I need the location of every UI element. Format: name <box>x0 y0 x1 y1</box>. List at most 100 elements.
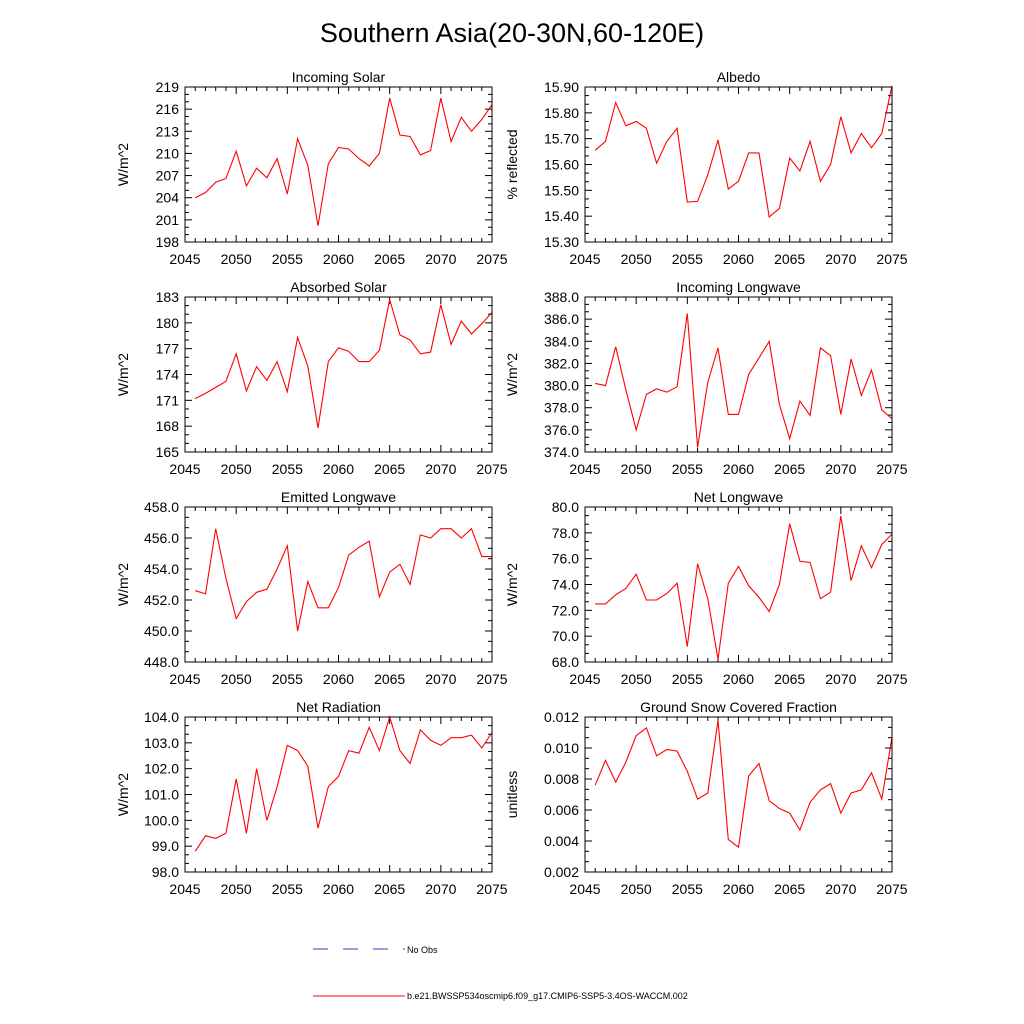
x-tick-label: 2045 <box>569 671 600 687</box>
x-tick-label: 2060 <box>323 461 354 477</box>
y-tick-label: 99.0 <box>152 838 179 854</box>
y-tick-label: 103.0 <box>144 735 179 751</box>
x-tick-label: 2075 <box>476 251 507 267</box>
y-tick-label: 380.0 <box>544 378 579 394</box>
panel-albedo: Albedo % reflected 15.30 15.40 15.50 15.60 15.… <box>504 69 908 267</box>
panel-incoming-solar: Incoming Solar W/m^2 198 201 204 207 210 213 216… <box>115 69 508 267</box>
panel-emitted-longwave: Emitted Longwave W/m^2 448.0 450.0 452.0 454.… <box>115 489 508 687</box>
x-tick-label: 2045 <box>569 881 600 897</box>
y-tick-label: 68.0 <box>552 654 579 670</box>
y-tick-label: 0.004 <box>544 833 579 849</box>
panel-net-longwave: Net Longwave W/m^2 68.0 70.0 72.0 74.0 76.0 78.… <box>504 489 908 687</box>
y-tick-label: 104.0 <box>144 709 179 725</box>
y-tick-label: 382.0 <box>544 355 579 371</box>
series-line <box>194 299 493 428</box>
x-tick-label: 2075 <box>476 881 507 897</box>
y-tick-label: 454.0 <box>144 561 179 577</box>
series-line <box>595 515 893 660</box>
x-tick-label: 2075 <box>876 251 907 267</box>
x-tick-label: 2055 <box>672 251 703 267</box>
y-tick-label: 219 <box>156 79 180 95</box>
y-tick-label: 15.70 <box>544 131 579 147</box>
x-tick-label: 2070 <box>425 881 456 897</box>
y-tick-label: 450.0 <box>144 623 179 639</box>
x-tick-label: 2045 <box>569 461 600 477</box>
y-tick-label: 180 <box>156 315 180 331</box>
y-axis-label: W/m^2 <box>115 353 131 396</box>
plot-frame <box>584 86 893 243</box>
y-tick-label: 177 <box>156 341 180 357</box>
x-tick-label: 2070 <box>425 251 456 267</box>
x-tick-label: 2045 <box>169 461 200 477</box>
x-tick-label: 2055 <box>672 881 703 897</box>
y-tick-label: 15.50 <box>544 182 579 198</box>
plot-frame <box>184 716 493 873</box>
y-tick-label: 0.010 <box>544 740 579 756</box>
y-tick-label: 210 <box>156 145 180 161</box>
y-tick-label: 0.008 <box>544 771 579 787</box>
y-axis-label: W/m^2 <box>504 563 520 606</box>
x-tick-label: 2055 <box>272 671 303 687</box>
x-tick-label: 2075 <box>876 881 907 897</box>
panel-title: Net Radiation <box>296 699 381 715</box>
series-line <box>595 313 893 448</box>
panel-net-radiation: Net Radiation W/m^2 98.0 99.0 100.0 101.0 102.… <box>115 699 508 897</box>
x-tick-label: 2065 <box>774 461 805 477</box>
series-line <box>195 527 492 632</box>
panel-title: Ground Snow Covered Fraction <box>640 699 837 715</box>
x-tick-label: 2055 <box>672 461 703 477</box>
y-tick-label: 207 <box>156 168 180 184</box>
x-tick-label: 2070 <box>825 251 856 267</box>
x-tick-label: 2065 <box>374 461 405 477</box>
x-tick-label: 2075 <box>476 461 507 477</box>
legend: No Obs b.e21.BWSSP534oscmip6.f09_g17.CMI… <box>313 945 688 1001</box>
x-tick-label: 2065 <box>774 671 805 687</box>
panel-title: Net Longwave <box>694 489 784 505</box>
y-tick-label: 74.0 <box>552 577 579 593</box>
x-tick-label: 2060 <box>723 461 754 477</box>
y-axis-label: W/m^2 <box>115 563 131 606</box>
x-tick-label: 2050 <box>621 671 652 687</box>
y-tick-label: 0.006 <box>544 802 579 818</box>
panel-title: Absorbed Solar <box>290 279 387 295</box>
y-tick-label: 15.80 <box>544 105 579 121</box>
x-tick-label: 2050 <box>221 671 252 687</box>
x-tick-label: 2050 <box>621 881 652 897</box>
series-line <box>194 715 493 852</box>
y-tick-label: 0.012 <box>544 709 579 725</box>
legend-model-label: b.e21.BWSSP534oscmip6.f09_g17.CMIP6-SSP5… <box>407 991 688 1001</box>
x-tick-label: 2075 <box>876 461 907 477</box>
x-tick-label: 2055 <box>272 881 303 897</box>
x-tick-label: 2070 <box>825 461 856 477</box>
x-tick-label: 2050 <box>221 251 252 267</box>
x-tick-label: 2070 <box>825 671 856 687</box>
plot-frame <box>184 86 493 243</box>
panel-ground-snow-covered-fraction: Ground Snow Covered Fraction unitless 0.00… <box>504 699 908 897</box>
x-tick-label: 2065 <box>774 881 805 897</box>
y-tick-label: 72.0 <box>552 602 579 618</box>
y-tick-label: 100.0 <box>144 812 179 828</box>
y-tick-label: 448.0 <box>144 654 179 670</box>
y-tick-label: 15.30 <box>544 234 579 250</box>
x-tick-label: 2075 <box>876 671 907 687</box>
x-tick-label: 2060 <box>323 251 354 267</box>
x-tick-label: 2060 <box>323 881 354 897</box>
y-tick-label: 168 <box>156 418 180 434</box>
y-tick-label: 76.0 <box>552 551 579 567</box>
y-axis-label: % reflected <box>504 129 520 199</box>
y-tick-label: 80.0 <box>552 499 579 515</box>
x-tick-label: 2065 <box>374 881 405 897</box>
y-tick-label: 201 <box>156 212 180 228</box>
plot-frame <box>584 296 893 453</box>
y-tick-label: 15.60 <box>544 157 579 173</box>
legend-no-obs-label: No Obs <box>407 945 438 955</box>
panel-grid: Incoming Solar W/m^2 198 201 204 207 210 213 216… <box>115 69 908 897</box>
panel-title: Incoming Longwave <box>676 279 801 295</box>
y-tick-label: 458.0 <box>144 499 179 515</box>
x-tick-label: 2060 <box>723 251 754 267</box>
x-tick-label: 2065 <box>774 251 805 267</box>
y-tick-label: 456.0 <box>144 530 179 546</box>
y-tick-label: 374.0 <box>544 444 579 460</box>
x-tick-label: 2070 <box>425 671 456 687</box>
y-tick-label: 15.90 <box>544 79 579 95</box>
